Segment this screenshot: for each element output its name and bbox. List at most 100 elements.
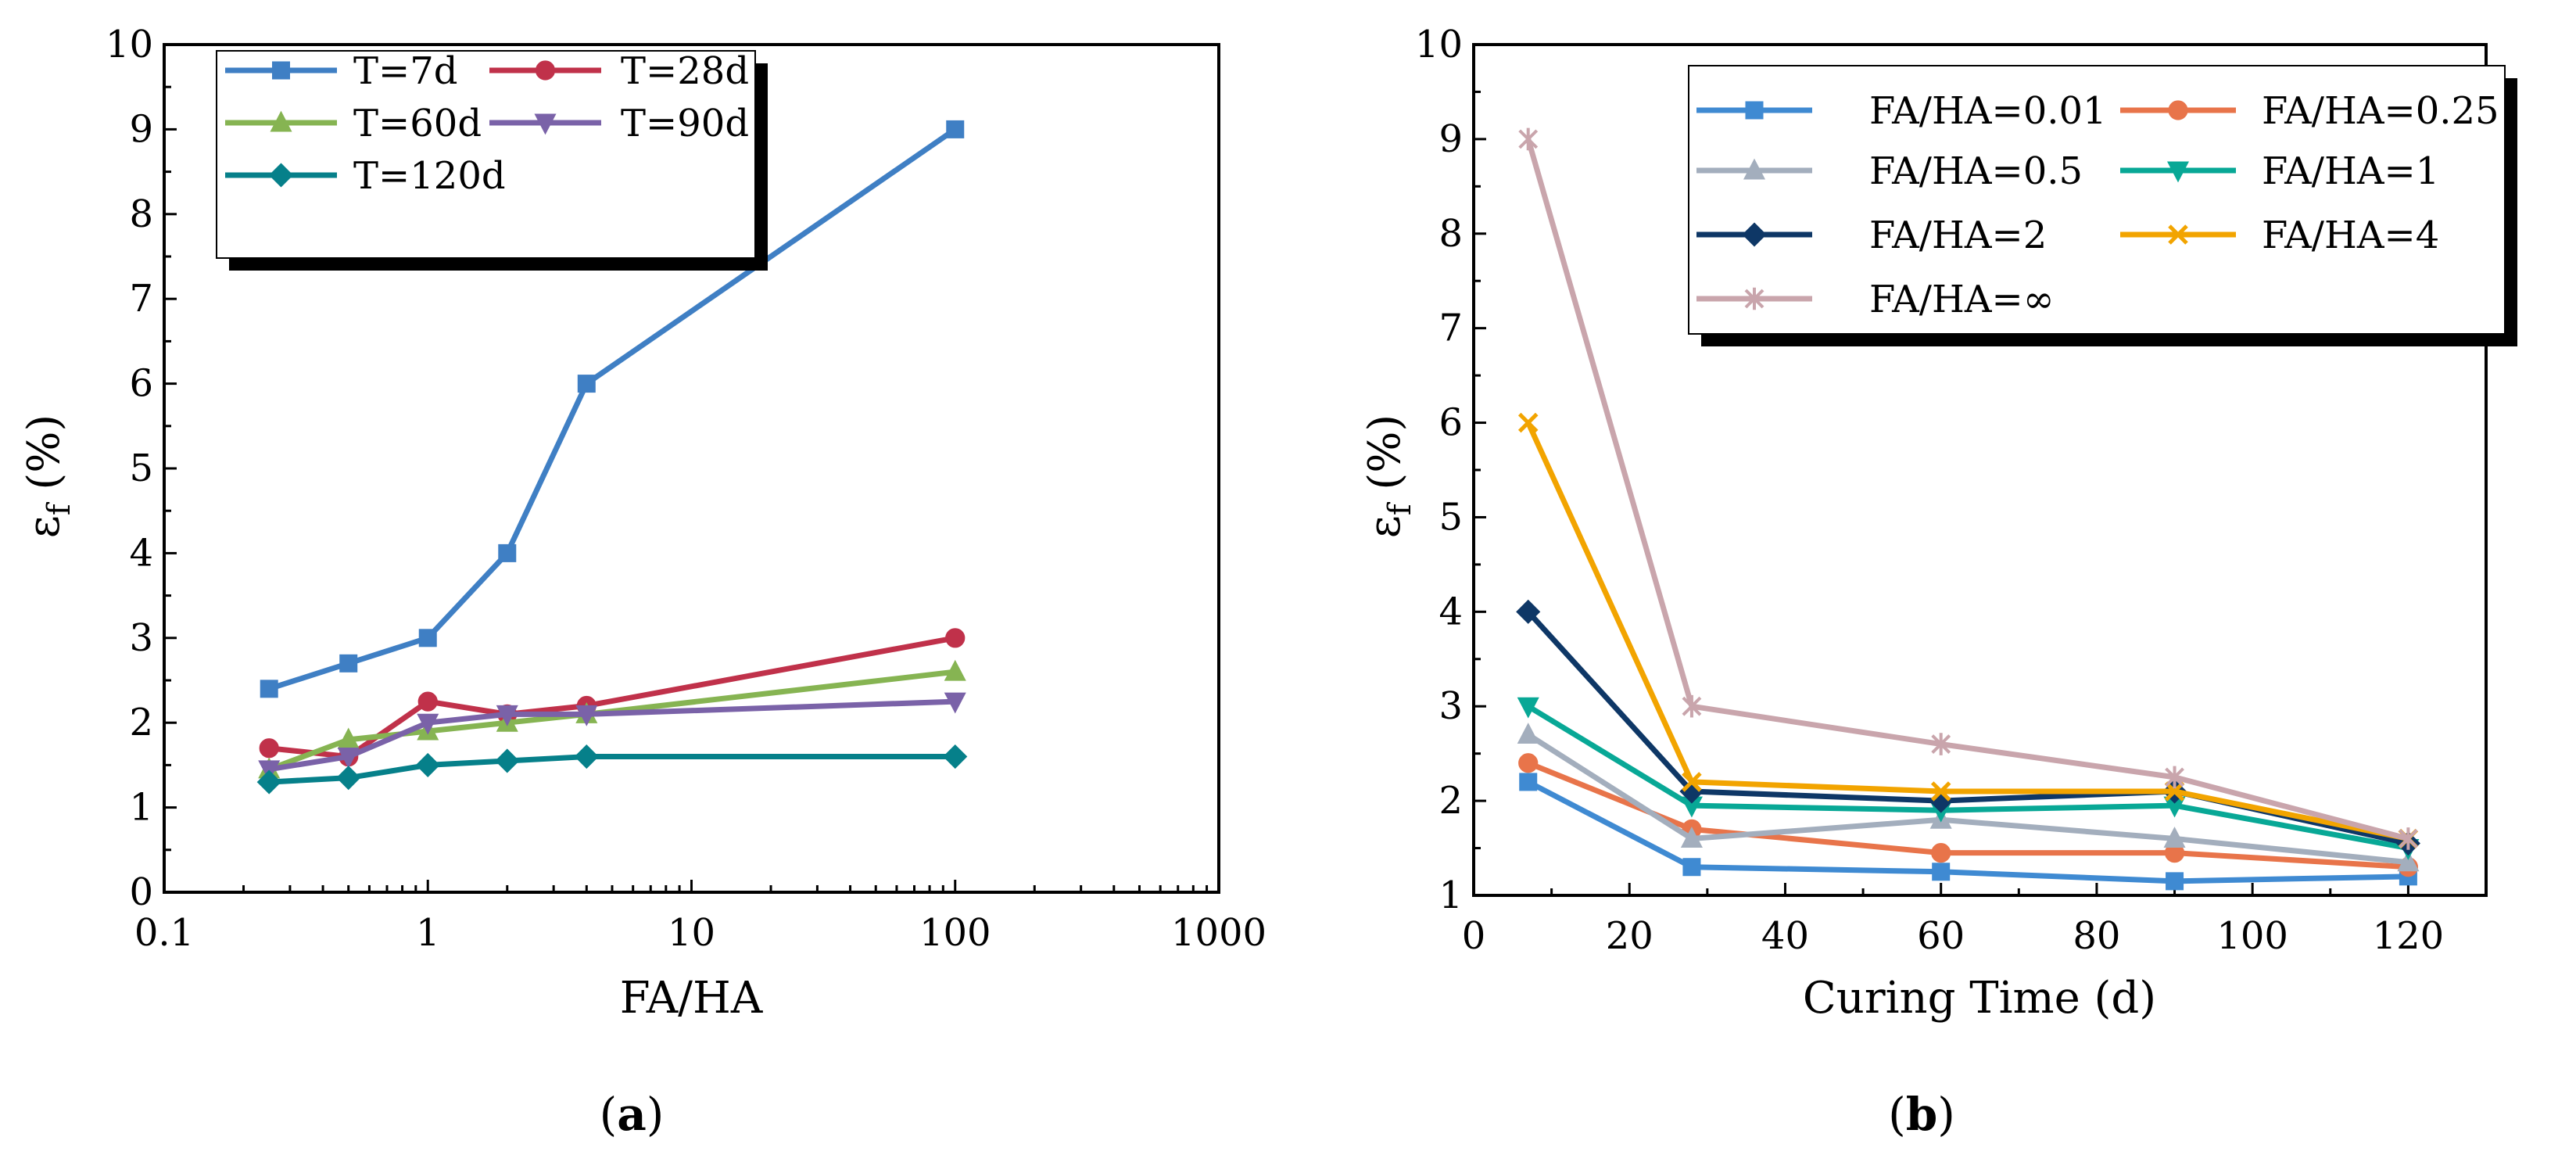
y-tick-label: 5 xyxy=(129,447,153,490)
series-line xyxy=(268,698,955,773)
series-line xyxy=(267,669,956,773)
data-point xyxy=(1931,733,1951,755)
y-tick-label: 4 xyxy=(129,531,153,575)
data-point xyxy=(418,629,437,647)
caption-open: ( xyxy=(1888,1088,1906,1141)
y-tick-label: 0 xyxy=(129,870,153,914)
data-point xyxy=(415,752,440,777)
caption-close: ) xyxy=(1937,1088,1955,1141)
legend-marker xyxy=(270,110,292,132)
y-tick-label: 3 xyxy=(129,616,153,660)
legend-label: T=60d xyxy=(353,102,482,145)
data-point xyxy=(1517,723,1539,744)
data-point xyxy=(2398,827,2418,850)
data-point xyxy=(2166,872,2184,891)
subfigure-caption: (b) xyxy=(1888,1088,1955,1141)
legend-marker xyxy=(2168,100,2188,120)
y-tick-label: 1 xyxy=(1438,873,1463,917)
legend-entry: T=60d xyxy=(225,102,482,145)
legend: T=7d T=28d T=60d T=90d T=120d xyxy=(216,49,768,271)
series-FA/HA=1 xyxy=(1517,697,2420,860)
series-line xyxy=(1525,421,2409,841)
data-point xyxy=(944,659,966,681)
legend-label: T=90d xyxy=(621,102,749,145)
data-point xyxy=(256,769,281,795)
series-line xyxy=(1527,779,2409,884)
y-tick-label: 8 xyxy=(129,192,153,236)
y-tick-label: 2 xyxy=(129,701,153,744)
data-point xyxy=(260,680,278,698)
data-point xyxy=(1516,599,1541,624)
series-T=28d xyxy=(259,628,966,767)
legend-marker xyxy=(1745,101,1764,120)
legend-entry: FA/HA=1 xyxy=(2120,149,2439,193)
data-point xyxy=(1682,858,1701,877)
series-line xyxy=(268,127,957,692)
caption-open: ( xyxy=(600,1088,618,1141)
data-point xyxy=(1931,843,1951,863)
x-tick-label: 40 xyxy=(1761,914,1809,958)
data-point xyxy=(945,628,966,648)
y-axis-title: εf (%) xyxy=(1360,414,1418,539)
legend-label: FA/HA=2 xyxy=(1869,213,2047,257)
data-point xyxy=(1932,863,1951,881)
legend-marker xyxy=(2166,161,2190,183)
data-point xyxy=(944,692,966,714)
legend-marker xyxy=(1742,222,1767,247)
x-tick-label: 1000 xyxy=(1171,911,1267,955)
data-point xyxy=(2397,850,2420,872)
x-tick-label: 10 xyxy=(668,911,715,955)
caption-letter: b xyxy=(1906,1088,1938,1141)
y-axis-title-subscript: f xyxy=(1382,501,1418,515)
data-point xyxy=(417,713,439,735)
y-tick-label: 5 xyxy=(1438,495,1463,539)
chart-a: 0 1 2 3 4 5 6 7 8 9 10 0.1 1 10 100 1000 FA/HA εf (%) (a) T… xyxy=(19,23,1267,1141)
x-tick-label: 80 xyxy=(2073,914,2120,958)
series-line xyxy=(269,754,955,785)
legend-label: T=120d xyxy=(353,154,506,198)
legend-entry: T=28d xyxy=(489,49,749,93)
series-FA/HA=2 xyxy=(1516,599,2420,856)
legend-entry: T=90d xyxy=(489,102,749,145)
legend-label: FA/HA=0.5 xyxy=(1869,149,2083,193)
data-point xyxy=(1682,694,1702,718)
y-tick-label: 7 xyxy=(1438,307,1463,350)
series-T=120d xyxy=(256,744,968,795)
legend-box xyxy=(216,50,756,259)
legend-entry: T=7d xyxy=(225,49,458,93)
x-tick-label: 1 xyxy=(416,911,440,955)
y-tick-label: 7 xyxy=(129,277,153,321)
series-line xyxy=(268,635,956,760)
data-point xyxy=(2163,827,2186,848)
x-tick-label: 100 xyxy=(919,911,991,955)
legend-entry: FA/HA=4 xyxy=(2120,213,2439,257)
y-tick-label: 10 xyxy=(106,23,153,66)
caption-close: ) xyxy=(647,1088,665,1141)
x-axis-title: Curing Time (d) xyxy=(1803,973,2156,1024)
series-T=60d xyxy=(258,659,966,779)
legend-marker xyxy=(1743,158,1766,180)
y-axis-title-unit: (%) xyxy=(19,414,70,504)
data-point xyxy=(1518,127,1539,151)
y-axis-title-symbol: ε xyxy=(1360,515,1410,538)
legend-entry: FA/HA=∞ xyxy=(1696,278,2055,321)
data-point xyxy=(337,748,360,769)
x-tick-label: 100 xyxy=(2216,914,2288,958)
data-point xyxy=(1930,781,1951,802)
series-T=7d xyxy=(260,120,965,698)
data-point xyxy=(496,705,518,726)
legend-marker xyxy=(272,61,290,80)
x-tick-label: 20 xyxy=(1606,914,1653,958)
legend-label: T=28d xyxy=(621,49,749,93)
legend-entry: T=120d xyxy=(225,154,506,198)
x-tick-label: 0 xyxy=(1462,914,1486,958)
data-point xyxy=(2165,766,2184,789)
data-point xyxy=(574,744,599,769)
legend-label: FA/HA=0.25 xyxy=(2262,89,2499,133)
x-tick-label: 60 xyxy=(1917,914,1965,958)
legend-marker xyxy=(535,60,556,81)
x-tick-label: 120 xyxy=(2373,914,2445,958)
subfigure-caption: (a) xyxy=(600,1088,665,1141)
